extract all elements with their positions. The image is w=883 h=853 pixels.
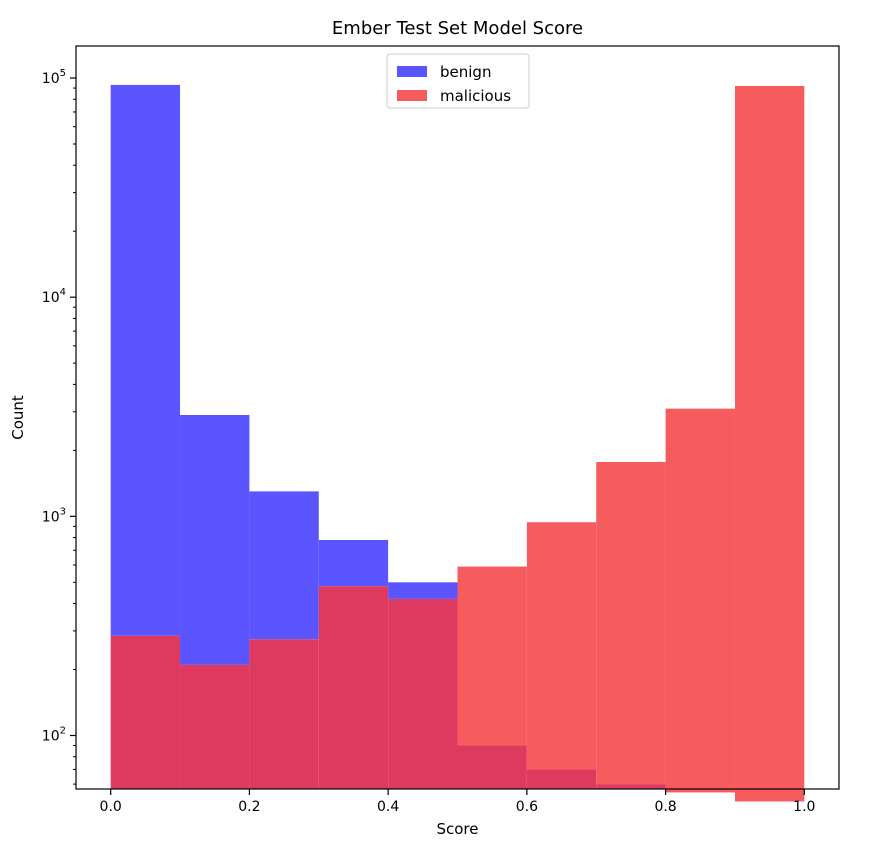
benign-bar — [110, 84, 181, 636]
chart-title: Ember Test Set Model Score — [332, 18, 583, 39]
y-tick-label: 105 — [42, 68, 66, 87]
plot-frame — [75, 45, 840, 790]
overlap-bar — [110, 635, 181, 789]
legend-label: benign — [440, 63, 491, 81]
malicious-bar — [457, 566, 527, 746]
y-axis-label: Count — [9, 395, 27, 440]
malicious-bar — [526, 522, 597, 770]
overlap-bar — [596, 784, 666, 789]
y-tick-label: 103 — [42, 506, 66, 525]
malicious-bar — [734, 85, 805, 802]
x-tick-label: 0.6 — [516, 799, 538, 815]
benign-bar — [180, 415, 250, 665]
x-tick-label: 0.0 — [100, 799, 122, 815]
legend-label: malicious — [440, 87, 511, 105]
y-tick-label: 102 — [42, 725, 66, 744]
benign-bar — [388, 582, 458, 599]
x-tick-label: 1.0 — [793, 799, 815, 815]
benign-bar — [249, 491, 319, 640]
overlap-bar — [318, 586, 389, 789]
benign-bar — [318, 539, 389, 587]
malicious-bar — [665, 408, 735, 793]
overlap-bar — [526, 769, 597, 789]
bars-layer — [110, 84, 805, 802]
malicious-bar — [596, 461, 666, 785]
overlap-bar — [249, 639, 319, 789]
x-tick-label: 0.2 — [238, 799, 260, 815]
x-tick-label: 0.8 — [654, 799, 676, 815]
legend-swatch — [397, 90, 427, 101]
x-tick-label: 0.4 — [377, 799, 399, 815]
legend: benign malicious — [386, 53, 530, 109]
y-axis-ticks: 102 103 104 105 — [42, 68, 76, 785]
overlap-bar — [388, 598, 458, 789]
overlap-bar — [180, 664, 250, 789]
legend-swatch — [397, 66, 427, 77]
y-tick-label: 104 — [42, 287, 66, 306]
x-axis-label: Score — [436, 820, 478, 838]
overlap-bar — [457, 745, 527, 789]
x-axis-ticks: 0.0 0.2 0.4 0.6 0.8 1.0 — [100, 789, 815, 815]
